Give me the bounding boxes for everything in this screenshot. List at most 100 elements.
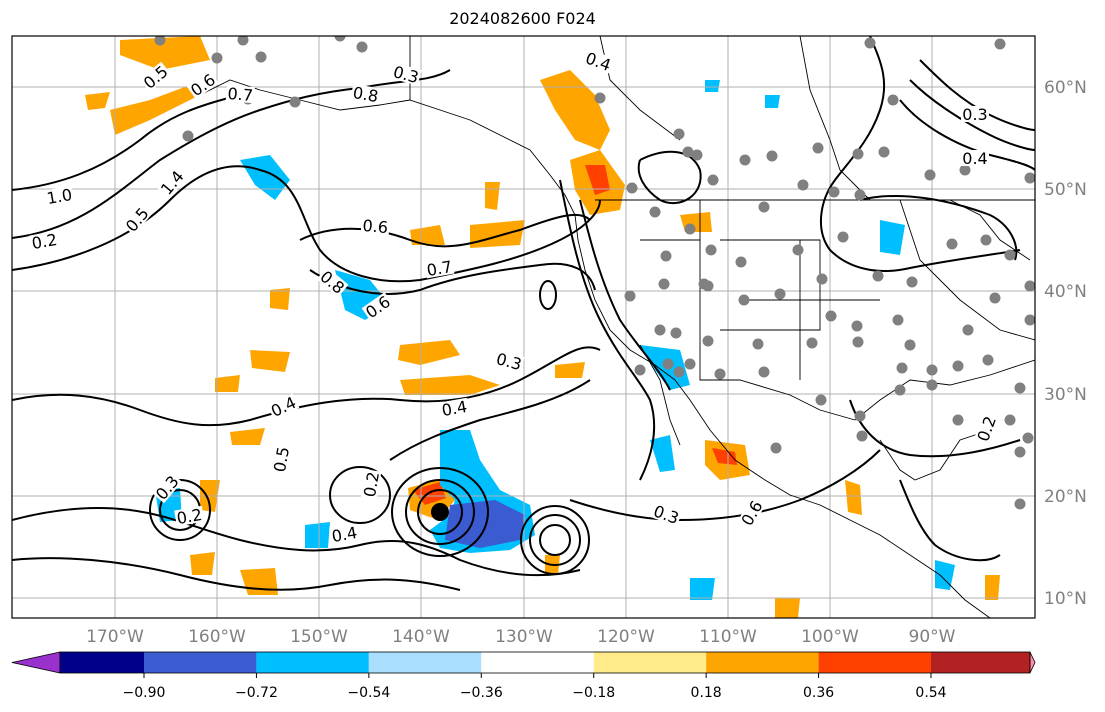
station-dot (707, 174, 719, 186)
station-dot (626, 182, 638, 194)
colorbar-extend-max (1029, 651, 1036, 674)
station-dot (1024, 172, 1035, 184)
station-dot (856, 430, 868, 442)
contour-label: 0.8 (351, 83, 379, 106)
station-dot (770, 442, 782, 454)
station-dot (982, 354, 994, 366)
station-markers (154, 36, 1035, 510)
contour-label: 0.5 (270, 445, 293, 473)
station-dot (1014, 498, 1026, 510)
colorbar-swatch (706, 652, 819, 673)
station-dot (658, 278, 670, 290)
lon-label: 160°W (188, 627, 246, 647)
lat-label: 40°N (1044, 282, 1087, 302)
station-dot (684, 223, 696, 235)
contour-label: 0.2 (360, 470, 383, 498)
station-dot (766, 150, 778, 162)
colorbar-extend-min (11, 651, 61, 674)
station-dot (634, 364, 646, 376)
station-dot (894, 384, 906, 396)
station-dot (926, 379, 938, 391)
anomaly-shading (85, 36, 1000, 618)
station-dot (154, 36, 166, 46)
station-dot (758, 366, 770, 378)
station-dot (758, 201, 770, 213)
lat-label: 10°N (1044, 589, 1087, 609)
colorbar-tick-label: −0.90 (123, 685, 166, 701)
station-dot (691, 149, 703, 161)
station-dot (673, 128, 685, 140)
lon-label: 110°W (699, 627, 757, 647)
station-dot (851, 320, 863, 332)
station-dot (1004, 249, 1016, 261)
station-dot (660, 250, 672, 262)
contour-label: 0.4 (330, 523, 358, 546)
station-dot (624, 290, 636, 302)
station-dot (896, 362, 908, 374)
station-dot (852, 336, 864, 348)
station-dot (255, 51, 267, 63)
lon-label: 140°W (392, 627, 450, 647)
station-dot (594, 92, 606, 104)
station-dot (815, 394, 827, 406)
station-dot (852, 148, 864, 160)
station-dot (946, 238, 958, 250)
colorbar-swatch (368, 652, 482, 673)
station-dot (670, 327, 682, 339)
station-dot (864, 37, 876, 49)
coastlines (199, 36, 1035, 618)
station-dot (702, 335, 714, 347)
lat-label: 30°N (1044, 385, 1087, 405)
contour-label: 0.6 (362, 216, 389, 237)
station-dot (892, 314, 904, 326)
contour-lines (12, 36, 1035, 591)
station-dot (825, 310, 837, 322)
station-dot (735, 256, 747, 268)
station-dot (904, 339, 916, 351)
station-dot (1014, 446, 1026, 458)
station-dot (211, 52, 223, 64)
station-dot (887, 94, 899, 106)
station-dot (774, 288, 786, 300)
station-dot (792, 244, 804, 256)
colorbar-tick-label: 0.18 (691, 685, 722, 701)
station-dot (952, 414, 964, 426)
colorbar-tick-label: −0.72 (235, 685, 278, 701)
colorbar-swatch (60, 652, 144, 673)
station-dot (752, 338, 764, 350)
station-dot (812, 142, 824, 154)
colorbar-swatch (593, 652, 707, 673)
lon-label: 170°W (86, 627, 144, 647)
station-dot (924, 169, 936, 181)
station-dot (962, 324, 974, 336)
contour-label: 0.3 (962, 105, 987, 124)
lon-label: 90°W (909, 627, 956, 647)
contour-label: 0.2 (30, 230, 58, 253)
colorbar-tick-label: −0.18 (572, 685, 615, 701)
station-dot (682, 146, 694, 158)
station-dot (828, 186, 840, 198)
station-dot (1014, 382, 1026, 394)
station-dot (662, 358, 674, 370)
lon-label: 130°W (495, 627, 553, 647)
lat-label: 20°N (1044, 487, 1087, 507)
station-dot (906, 276, 918, 288)
station-dot (989, 292, 1001, 304)
colorbar-swatch (931, 652, 1030, 673)
contour-label: 0.4 (440, 397, 468, 420)
station-dot (356, 41, 368, 53)
colorbar: −0.90 −0.72 −0.54 −0.36 −0.18 0.18 0.36 0.54 (11, 651, 1036, 701)
colorbar-swatch (144, 652, 257, 673)
lon-label: 120°W (597, 627, 655, 647)
map-frame (11, 35, 1036, 619)
station-dot (926, 364, 938, 376)
lon-label: 100°W (801, 627, 859, 647)
station-dot (714, 368, 726, 380)
station-dot (654, 324, 666, 336)
contour-label: 0.2 (175, 505, 203, 528)
station-dot (816, 273, 828, 285)
station-dot (872, 270, 884, 282)
station-dot (952, 360, 964, 372)
colorbar-swatch (818, 652, 931, 673)
contour-label: 1.0 (45, 185, 73, 208)
